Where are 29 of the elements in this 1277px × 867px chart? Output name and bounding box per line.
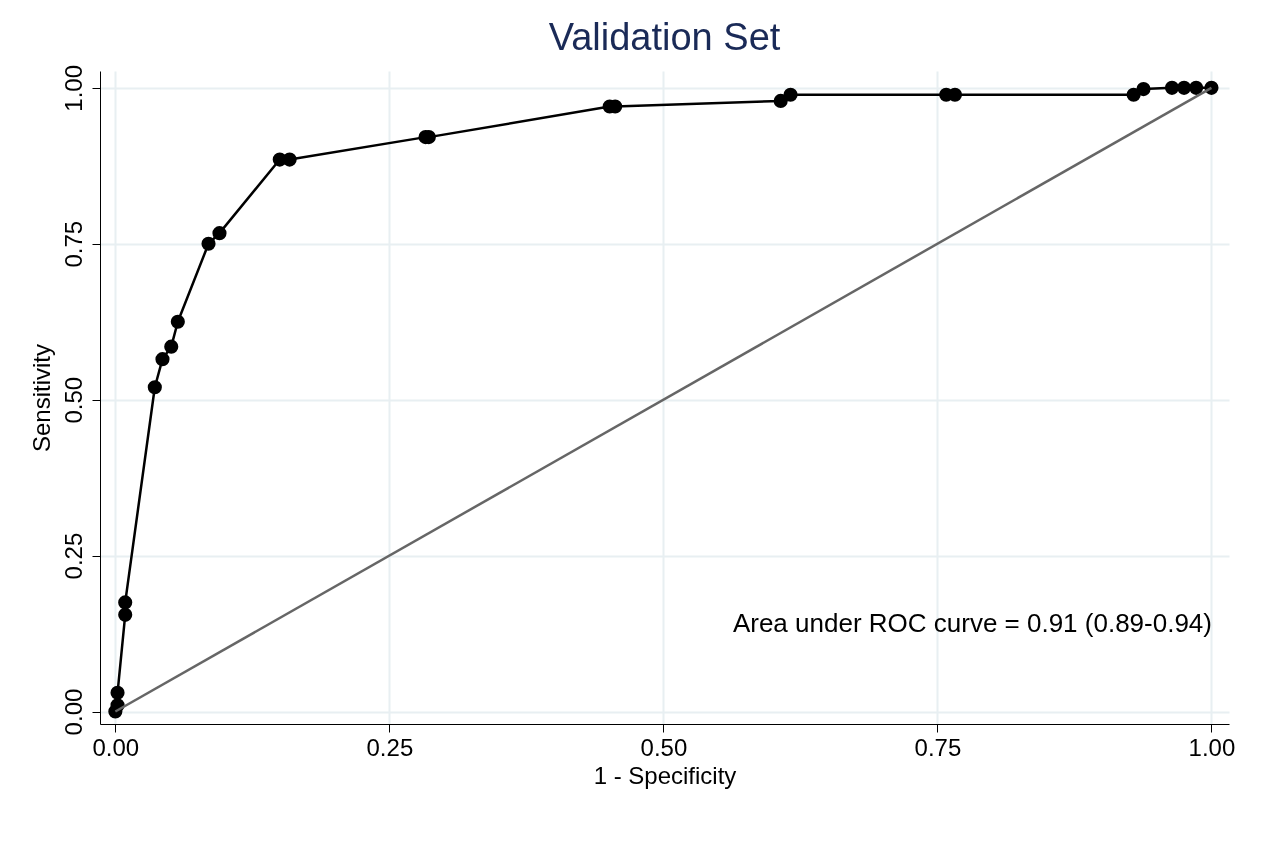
- y-axis-title: Sensitivity: [27, 343, 55, 453]
- point: [164, 339, 179, 354]
- point: [1136, 82, 1151, 97]
- y-tick-label: 0.25: [59, 532, 87, 580]
- point: [155, 352, 170, 367]
- point: [170, 314, 185, 329]
- point: [118, 595, 133, 610]
- point: [1176, 80, 1192, 95]
- point: [110, 685, 125, 700]
- y-tick-label: 0.50: [59, 376, 87, 424]
- x-axis-title: 1 - Specificity: [593, 761, 737, 789]
- point: [201, 236, 216, 251]
- y-tick-label: 1.00: [59, 64, 87, 112]
- point: [783, 87, 798, 102]
- x-tick-label: 0.00: [92, 733, 140, 761]
- point: [282, 152, 297, 167]
- annotation: Area under ROC curve = 0.91 (0.89-0.94): [732, 608, 1212, 638]
- point: [118, 607, 133, 622]
- point: [1189, 80, 1204, 95]
- chart-title: Validation Set: [548, 16, 781, 59]
- point: [147, 380, 162, 395]
- point: [1164, 80, 1180, 95]
- x-tick-label: 0.50: [640, 733, 688, 761]
- point: [212, 226, 227, 241]
- x-tick-label: 1.00: [1188, 733, 1236, 761]
- y-tick-label: 0.75: [59, 220, 87, 268]
- x-tick-label: 0.25: [366, 733, 414, 761]
- point: [773, 93, 788, 108]
- x-tick-label: 0.75: [914, 733, 962, 761]
